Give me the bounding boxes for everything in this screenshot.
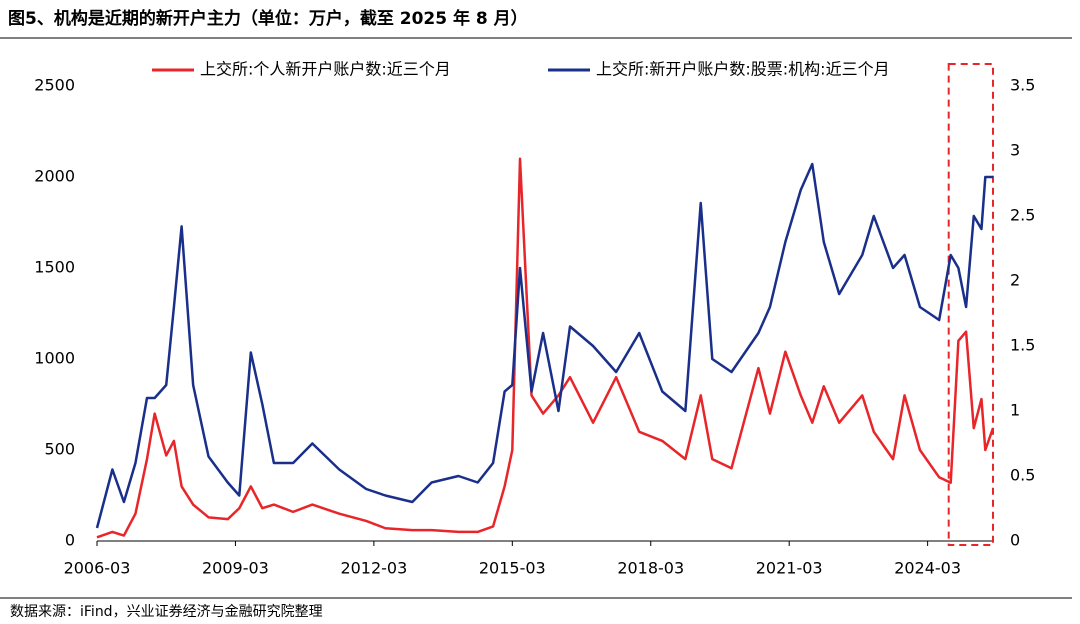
y2-tick-label: 2.5: [1010, 206, 1035, 225]
x-tick-label: 2021-03: [756, 559, 823, 578]
y-tick-label: 500: [44, 440, 75, 459]
y2-tick-label: 0.5: [1010, 466, 1035, 485]
x-tick-label: 2015-03: [479, 559, 546, 578]
y-tick-label: 2500: [34, 76, 75, 95]
y-tick-label: 2000: [34, 167, 75, 186]
x-tick-label: 2012-03: [340, 559, 407, 578]
highlight-box: [947, 63, 995, 546]
legend-label: 上交所:新开户账户数:股票:机构:近三个月: [596, 60, 890, 79]
series-line: [95, 162, 993, 529]
x-tick-label: 2024-03: [894, 559, 961, 578]
y-tick-label: 1000: [34, 349, 75, 368]
x-tick-label: 2009-03: [202, 559, 269, 578]
chart-title: 图5、机构是近期的新开户主力（单位：万户，截至 2025 年 8 月）: [8, 8, 528, 29]
x-tick-label: 2006-03: [64, 559, 131, 578]
y-tick-label: 0: [65, 531, 75, 550]
y2-tick-label: 2: [1010, 271, 1020, 290]
x-tick-label: 2018-03: [617, 559, 684, 578]
source: 数据来源：iFind，兴业证券经济与金融研究院整理: [10, 604, 323, 620]
y2-tick-label: 3.5: [1010, 76, 1035, 95]
y2-tick-label: 0: [1010, 531, 1020, 550]
y-tick-label: 1500: [34, 258, 75, 277]
series-line: [96, 157, 995, 539]
y2-tick-label: 3: [1010, 141, 1020, 160]
y2-tick-label: 1: [1010, 401, 1020, 420]
legend-label: 上交所:个人新开户账户数:近三个月: [200, 60, 451, 79]
y2-tick-label: 1.5: [1010, 336, 1035, 355]
